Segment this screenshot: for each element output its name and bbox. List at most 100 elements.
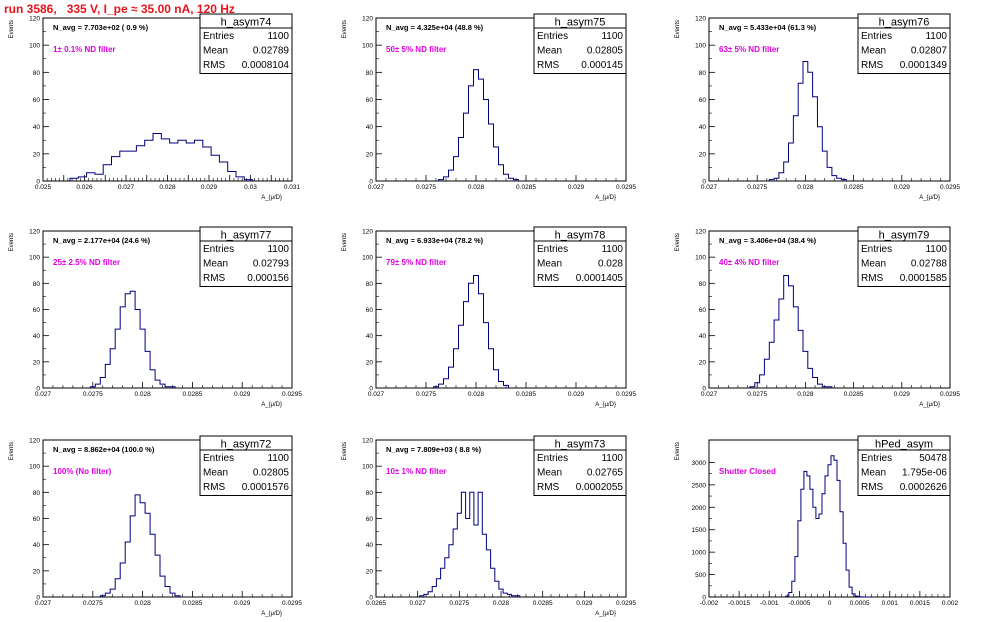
stat-value-mean: 0.02765 <box>587 468 624 479</box>
y-tick-label: 0 <box>369 386 373 393</box>
x-tick-label: 0.0285 <box>516 391 536 398</box>
y-axis-label: Events <box>9 442 15 460</box>
filter-note: 1± 0.1% ND filter <box>53 45 116 54</box>
x-tick-label: 0.028 <box>159 184 176 191</box>
panel-h_asym73: 0 20 40 60 80 100 120 0.0265 0.027 0.0275 0.028 0.0… <box>342 435 636 617</box>
stat-label-rms: RMS <box>537 60 560 71</box>
x-tick-label: 0.0295 <box>282 600 302 607</box>
stat-label-entries: Entries <box>203 453 234 464</box>
histogram-name: h_asym73 <box>555 439 606 451</box>
y-tick-label: 3000 <box>692 460 707 467</box>
y-tick-label: 20 <box>366 568 374 575</box>
panel-h_asym75: 0 20 40 60 80 100 120 0.027 0.0275 0.028 0.0285 0.0… <box>342 13 636 201</box>
navg-label: N_avg = 4.325e+04 (48.8 %) <box>386 23 484 32</box>
x-tick-label: -0.0005 <box>788 600 810 607</box>
y-axis-label: Events <box>675 233 681 251</box>
x-tick-label: 0.0275 <box>83 600 103 607</box>
y-tick-label: 40 <box>366 542 374 549</box>
histogram-line <box>785 455 871 598</box>
stat-value-mean: 0.02807 <box>911 46 948 57</box>
x-tick-label: 0.029 <box>568 391 585 398</box>
stats-box-frame <box>857 226 951 287</box>
x-tick-label: -0.001 <box>760 600 779 607</box>
stat-value-rms: 0.000156 <box>247 273 289 284</box>
y-tick-label: 0 <box>702 179 706 186</box>
navg-label: N_avg = 6.933e+04 (78.2 %) <box>386 236 484 245</box>
navg-label: N_avg = 7.809e+03 ( 8.8 %) <box>386 445 482 454</box>
stat-value-entries: 50478 <box>919 453 947 464</box>
x-tick-label: 0.029 <box>894 391 911 398</box>
y-tick-label: 0 <box>369 595 373 602</box>
stats-box: h_asym73 Entries 1100 Mean 0.02765 RMS 0.00020… <box>533 435 627 496</box>
y-tick-label: 100 <box>362 43 373 50</box>
x-axis-label: A_{μ/D} <box>595 195 616 201</box>
stat-value-entries: 1100 <box>601 244 623 255</box>
y-tick-label: 120 <box>29 16 40 23</box>
stat-label-rms: RMS <box>203 273 226 284</box>
stat-value-entries: 1100 <box>925 31 947 42</box>
y-axis-label: Events <box>9 233 15 251</box>
histogram-name: h_asym77 <box>221 230 272 242</box>
stat-label-rms: RMS <box>537 482 560 493</box>
stat-label-entries: Entries <box>203 31 234 42</box>
x-tick-label: 0.027 <box>701 184 718 191</box>
stats-box-frame <box>533 226 627 287</box>
y-tick-label: 100 <box>29 255 40 262</box>
navg-label: N_avg = 2.177e+04 (24.6 %) <box>53 236 151 245</box>
filter-note: 79± 5% ND filter <box>386 258 446 267</box>
x-tick-label: 0.029 <box>568 184 585 191</box>
stat-label-rms: RMS <box>861 273 884 284</box>
x-tick-label: 0.0285 <box>182 391 202 398</box>
stat-label-mean: Mean <box>203 468 228 479</box>
panel-h_asym74: 0 20 40 60 80 100 120 0.025 0.026 0.027 0.028 0.029… <box>9 13 301 201</box>
x-axis-label: A_{μ/D} <box>261 402 282 408</box>
y-tick-label: 80 <box>33 281 41 288</box>
histogram-line <box>69 133 254 181</box>
x-tick-label: 0.0275 <box>747 391 767 398</box>
y-tick-label: 20 <box>366 359 374 366</box>
y-tick-label: 60 <box>366 307 374 314</box>
y-tick-label: 60 <box>33 516 41 523</box>
x-tick-label: 0.0265 <box>366 600 386 607</box>
histogram-name: hPed_asym <box>875 439 933 451</box>
y-tick-label: 1500 <box>692 527 707 534</box>
y-tick-label: 80 <box>699 281 707 288</box>
stat-label-mean: Mean <box>861 259 886 270</box>
navg-label: N_avg = 7.703e+02 ( 0.9 %) <box>53 23 149 32</box>
y-tick-label: 120 <box>29 438 40 445</box>
stats-box-frame <box>857 13 951 74</box>
x-tick-label: 0.028 <box>493 600 510 607</box>
y-tick-label: 0 <box>36 386 40 393</box>
x-tick-label: -0.0015 <box>728 600 750 607</box>
stat-label-entries: Entries <box>203 244 234 255</box>
x-tick-label: 0.0275 <box>416 391 436 398</box>
x-tick-label: 0.0285 <box>844 391 864 398</box>
x-tick-label: 0.0275 <box>416 184 436 191</box>
y-tick-label: 100 <box>695 43 706 50</box>
x-tick-label: 0.002 <box>942 600 959 607</box>
y-tick-label: 0 <box>36 595 40 602</box>
panel-h_asym76: 0 20 40 60 80 100 120 0.027 0.0275 0.028 0.0285 0.0… <box>675 13 960 201</box>
stat-label-mean: Mean <box>537 468 562 479</box>
stats-box: hPed_asym Entries 50478 Mean 1.795e-06 RMS 0.0… <box>857 435 951 496</box>
stat-value-mean: 0.028 <box>598 259 623 270</box>
y-tick-label: 120 <box>362 16 373 23</box>
y-tick-label: 100 <box>362 255 373 262</box>
x-tick-label: 0.0005 <box>850 600 870 607</box>
x-tick-label: 0.0295 <box>940 184 960 191</box>
x-tick-label: 0 <box>828 600 832 607</box>
stat-label-entries: Entries <box>861 244 892 255</box>
x-tick-label: 0.029 <box>234 391 251 398</box>
x-tick-label: 0.0275 <box>747 184 767 191</box>
y-axis-label: Events <box>342 20 348 38</box>
y-tick-label: 20 <box>366 151 374 158</box>
y-tick-label: 0 <box>702 386 706 393</box>
y-axis-label: Events <box>342 233 348 251</box>
x-tick-label: 0.0275 <box>83 391 103 398</box>
x-tick-label: 0.028 <box>797 391 814 398</box>
x-tick-label: 0.0285 <box>516 184 536 191</box>
x-tick-label: 0.0285 <box>533 600 553 607</box>
y-tick-label: 80 <box>366 70 374 77</box>
stats-box-frame <box>199 435 293 496</box>
histogram-name: h_asym74 <box>221 17 272 29</box>
